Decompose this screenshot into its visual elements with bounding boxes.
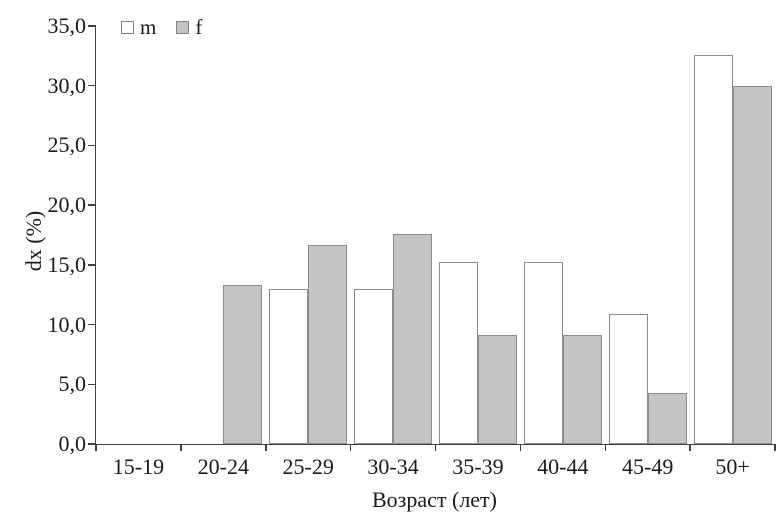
bar-m-40-44 (523, 262, 563, 444)
x-category-label: 20-24 (197, 454, 249, 479)
bar-m-30-34 (354, 288, 394, 444)
y-tick-label: 20,0 (47, 192, 87, 218)
bar-m-50+ (693, 54, 733, 444)
y-tick-mark (88, 204, 96, 206)
bar-f-45-49 (647, 392, 687, 444)
y-tick-label: 15,0 (47, 251, 87, 277)
y-tick-label: 5,0 (58, 371, 87, 397)
bar-m-45-49 (608, 313, 648, 444)
x-tick-mark (519, 444, 522, 451)
legend-label-f: f (195, 15, 203, 39)
legend-swatch-f (176, 21, 190, 34)
y-tick-label: 10,0 (47, 311, 87, 337)
x-tick-mark (604, 444, 606, 451)
x-tick-mark (265, 444, 267, 451)
x-category-label: 25-29 (282, 454, 334, 479)
x-category-label: 15-19 (112, 454, 165, 479)
x-category-label: 50+ (715, 454, 750, 479)
bar-f-35-39 (477, 335, 517, 444)
x-category-label: 35-39 (452, 454, 504, 479)
bar-m-25-29 (269, 288, 309, 444)
x-tick-mark (349, 444, 352, 451)
bar-m-35-39 (438, 262, 478, 444)
y-tick-label: 25,0 (47, 132, 87, 158)
y-tick-mark (88, 264, 96, 266)
y-tick-label: 35,0 (47, 13, 87, 38)
legend-swatch-m (121, 21, 134, 34)
bar-f-40-44 (562, 335, 602, 444)
y-tick-mark (88, 144, 96, 147)
y-tick-mark (88, 323, 96, 326)
x-tick-mark (689, 444, 691, 451)
legend-item-f: f (176, 15, 202, 40)
x-category-label: 30-34 (367, 454, 419, 479)
x-tick-mark (180, 444, 182, 451)
x-category-label: 45-49 (622, 454, 674, 479)
y-tick-mark (88, 383, 96, 386)
y-tick-mark (88, 84, 96, 87)
plot-area: 15-19 20-24 25-29 30-34 35-39 40-44 45-49 50+ (88, 25, 776, 479)
y-axis-tick-labels: 0,0 5,0 10,0 15,0 20,0 25,0 30,0 35,0 (0, 13, 87, 456)
y-tick-mark (88, 25, 96, 27)
bar-f-30-34 (393, 233, 433, 444)
x-tick-mark (434, 444, 437, 451)
legend-item-m: m (121, 15, 156, 40)
y-tick-label: 0,0 (58, 431, 87, 456)
bar-f-20-24 (223, 285, 263, 444)
legend: m f (121, 15, 202, 40)
x-tick-mark (774, 444, 776, 451)
y-tick-mark (88, 443, 96, 445)
y-tick-label: 30,0 (47, 72, 87, 98)
x-axis-title: Возраст (лет) (371, 487, 498, 512)
bar-f-25-29 (308, 244, 348, 444)
x-tick-mark (95, 444, 97, 451)
y-axis-title: dx (%) (21, 210, 46, 272)
bar-f-50+ (732, 85, 772, 444)
legend-label-m: m (140, 15, 157, 39)
x-category-label: 40-44 (537, 454, 589, 479)
